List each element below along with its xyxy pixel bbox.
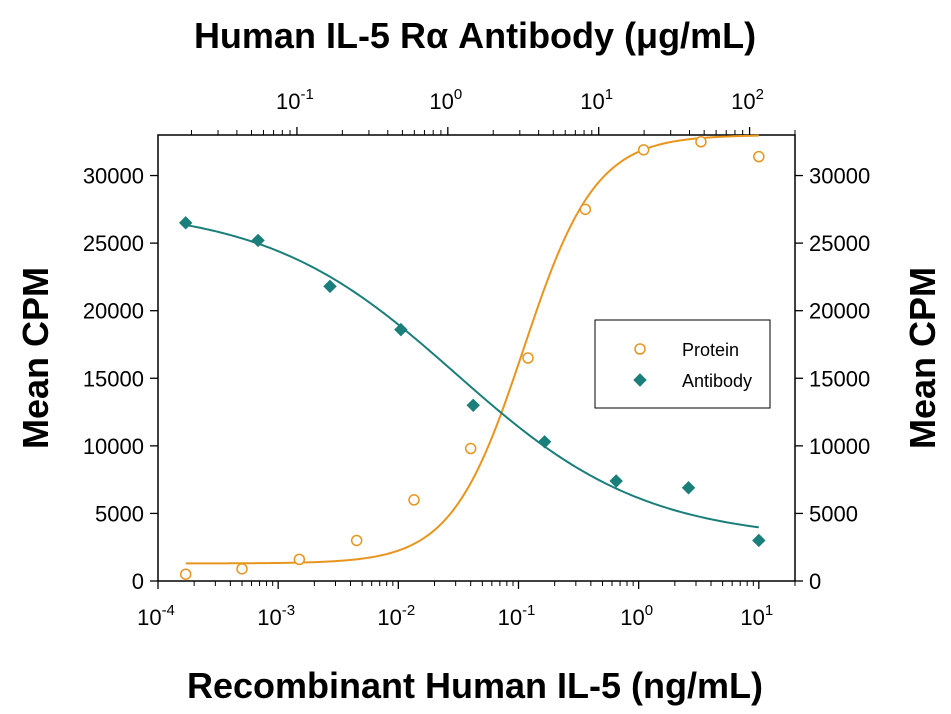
x-tick-label: 10-1	[498, 602, 536, 630]
y-right-tick-label: 5000	[809, 501, 858, 526]
antibody-data-point	[752, 533, 766, 548]
antibody-data-point	[394, 322, 408, 337]
legend-protein-label: Protein	[682, 340, 739, 360]
protein-data-point	[579, 203, 592, 216]
x-tick-label-exponent: 1	[765, 602, 773, 619]
y-axis-title-left: Mean CPM	[15, 267, 56, 449]
x-tick-label: 10-4	[137, 602, 175, 630]
x-tick-label-base: 10	[620, 605, 644, 630]
top-x-tick-label-base: 10	[580, 89, 604, 114]
legend-antibody-marker	[633, 373, 647, 387]
y-right-tick-label: 20000	[809, 299, 870, 324]
y-right-tick-label: 10000	[809, 434, 870, 459]
top-x-tick-label: 102	[731, 86, 764, 114]
protein-data-point	[695, 136, 707, 148]
protein-fit-curve	[185, 134, 759, 565]
legend-antibody-label: Antibody	[682, 371, 752, 391]
x-tick-label-base: 10	[740, 605, 764, 630]
x-tick-label-exponent: -1	[522, 602, 535, 619]
protein-data-point	[179, 568, 192, 580]
top-x-tick-label-exponent: 0	[454, 86, 462, 103]
protein-data-point	[236, 563, 248, 575]
x-tick-label-base: 10	[137, 605, 161, 630]
plot-area	[157, 134, 796, 582]
protein-data-point	[637, 144, 650, 156]
x-tick-label: 100	[620, 602, 653, 630]
y-right-tick-label: 30000	[809, 164, 870, 189]
antibody-data-point	[681, 481, 696, 495]
legend: Protein Antibody	[594, 319, 771, 409]
x-axis-title: Recombinant Human IL-5 (ng/mL)	[187, 665, 763, 706]
protein-data-point	[350, 534, 363, 547]
top-x-tick-label-exponent: 1	[605, 86, 613, 103]
x-tick-label-base: 10	[498, 605, 522, 630]
top-x-tick-label: 10-1	[276, 86, 314, 114]
y-left-tick-label: 5000	[95, 501, 144, 526]
antibody-data-point	[609, 474, 623, 488]
protein-data-point	[522, 352, 534, 364]
x-tick-label: 10-2	[377, 602, 415, 630]
y-right-tick-label: 15000	[809, 366, 870, 391]
legend-box	[594, 319, 771, 409]
y-left-tick-label: 0	[132, 569, 144, 594]
top-axis-title: Human IL-5 Rα Antibody (μg/mL)	[194, 15, 756, 56]
x-tick-label-base: 10	[377, 605, 401, 630]
top-x-tick-label-exponent: 2	[756, 86, 764, 103]
x-tick-label-exponent: 0	[645, 602, 653, 619]
x-tick-label-base: 10	[257, 605, 281, 630]
y-left-tick-label: 15000	[83, 366, 144, 391]
y-left-tick-label: 30000	[83, 164, 144, 189]
top-x-tick-label-base: 10	[276, 89, 300, 114]
antibody-fit-curve	[185, 223, 759, 529]
y-right-tick-label: 25000	[809, 231, 870, 256]
top-x-tick-label: 100	[429, 86, 462, 114]
fit-curves	[185, 134, 759, 565]
data-points	[178, 136, 766, 580]
y-right-tick-label: 0	[809, 569, 821, 594]
top-x-tick-label: 101	[580, 86, 613, 114]
y-axis-title-right: Mean CPM	[902, 267, 943, 449]
x-tick-label-exponent: -4	[162, 602, 175, 619]
antibody-data-point	[178, 216, 193, 230]
y-left-tick-label: 10000	[83, 434, 144, 459]
protein-data-point	[753, 150, 765, 163]
x-tick-label: 101	[740, 602, 773, 630]
x-tick-label: 10-3	[257, 602, 295, 630]
x-tick-label-exponent: -3	[282, 602, 295, 619]
top-x-tick-label-exponent: -1	[301, 86, 314, 103]
antibody-data-point	[251, 233, 265, 248]
x-tick-label-exponent: -2	[402, 602, 415, 619]
y-left-tick-label: 25000	[83, 231, 144, 256]
top-x-tick-label-base: 10	[731, 89, 755, 114]
protein-data-point	[408, 494, 420, 506]
y-left-tick-label: 20000	[83, 299, 144, 324]
antibody-data-point	[466, 398, 480, 413]
antibody-data-point	[323, 279, 337, 294]
protein-data-point	[293, 553, 306, 566]
top-x-tick-label-base: 10	[429, 89, 453, 114]
antibody-data-point	[537, 435, 552, 449]
legend-protein-marker	[634, 343, 646, 355]
protein-data-point	[464, 442, 477, 455]
